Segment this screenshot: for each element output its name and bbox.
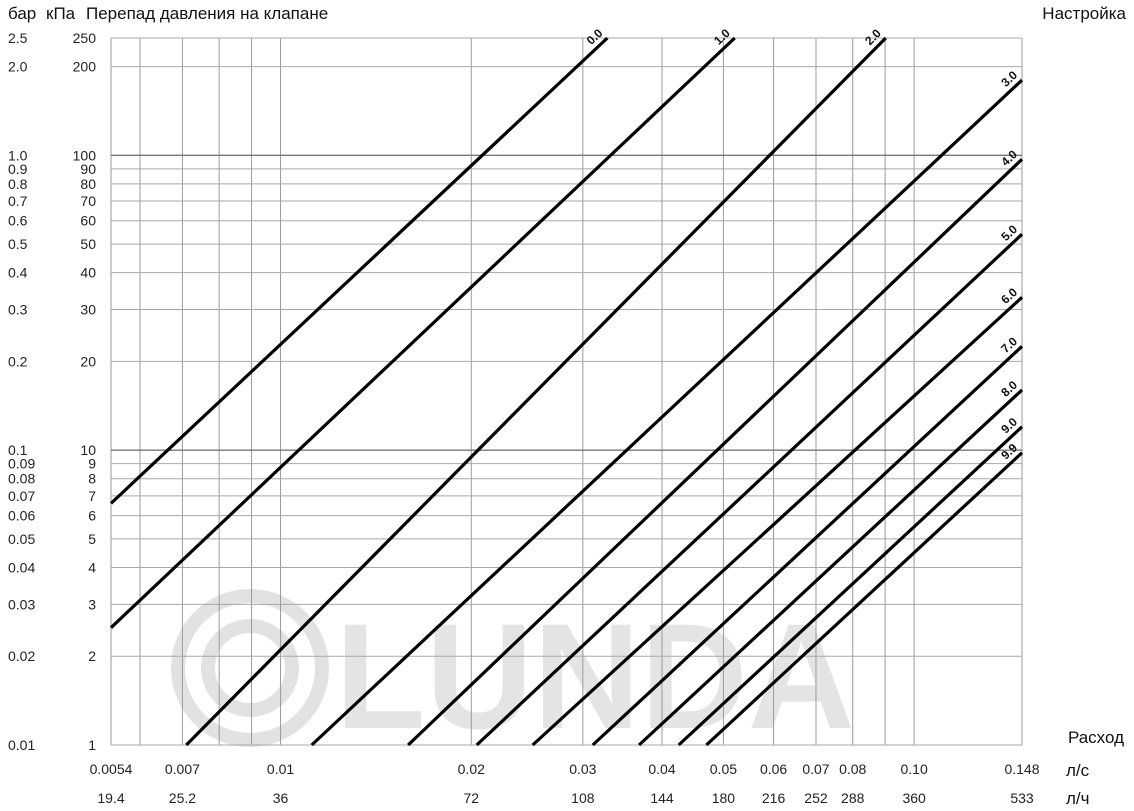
x-tick-ls: 0.08 bbox=[839, 761, 866, 777]
x-axis-labels: 0.0054 19.4 0.007 25.2 0.01 36 0.02 72 0.03 108 0.… bbox=[90, 761, 1090, 808]
y-tick-bar: 0.01 bbox=[8, 737, 35, 753]
x-tick-ls: 0.10 bbox=[901, 761, 928, 777]
y-tick-bar: 0.2 bbox=[8, 353, 28, 369]
y-tick-kpa: 90 bbox=[80, 161, 96, 177]
series-line-7.0 bbox=[591, 345, 1024, 747]
watermark-ring bbox=[171, 589, 329, 747]
y-tick-bar: 0.05 bbox=[8, 531, 35, 547]
x-tick-lh: 360 bbox=[902, 790, 926, 806]
y-tick-kpa: 60 bbox=[80, 213, 96, 229]
chart-title: Перепад давления на клапане bbox=[86, 4, 329, 23]
y-tick-kpa: 30 bbox=[80, 301, 96, 317]
y-tick-bar: 0.5 bbox=[8, 236, 28, 252]
x-tick-ls: 0.05 bbox=[710, 761, 737, 777]
y-tick-kpa: 8 bbox=[88, 471, 96, 487]
series-line-6.0 bbox=[531, 296, 1024, 747]
y-tick-bar: 0.4 bbox=[8, 265, 28, 281]
x-tick-ls: 0.02 bbox=[458, 761, 485, 777]
y-tick-bar: 2.0 bbox=[8, 59, 28, 75]
watermark-ring-inner bbox=[201, 619, 299, 717]
series-line-9.0 bbox=[677, 425, 1024, 747]
series-line-5.0 bbox=[475, 233, 1024, 747]
y-tick-bar: 0.6 bbox=[8, 213, 28, 229]
setting-title: Настройка bbox=[1042, 4, 1126, 23]
series-line-2.0 bbox=[185, 36, 887, 747]
kpa-unit-label: кПа bbox=[46, 4, 76, 23]
y-tick-kpa: 70 bbox=[80, 193, 96, 209]
x-tick-ls: 0.04 bbox=[648, 761, 675, 777]
y-tick-bar: 0.04 bbox=[8, 559, 35, 575]
x-tick-lh: 180 bbox=[712, 790, 736, 806]
x-tick-lh: 108 bbox=[571, 790, 595, 806]
y-tick-kpa: 3 bbox=[88, 596, 96, 612]
x-tick-ls: 0.01 bbox=[267, 761, 294, 777]
x-tick-lh: 144 bbox=[650, 790, 674, 806]
y-tick-kpa: 20 bbox=[80, 353, 96, 369]
x-tick-lh: 25.2 bbox=[169, 790, 196, 806]
y-tick-bar: 1.0 bbox=[8, 147, 28, 163]
y-tick-bar: 0.3 bbox=[8, 301, 28, 317]
x-tick-lh: 216 bbox=[762, 790, 786, 806]
y-tick-kpa: 6 bbox=[88, 508, 96, 524]
y-tick-bar: 0.07 bbox=[8, 488, 35, 504]
y-tick-bar: 2.5 bbox=[8, 30, 28, 46]
y-tick-kpa: 7 bbox=[88, 488, 96, 504]
x-tick-ls: 0.06 bbox=[760, 761, 787, 777]
y-tick-kpa: 4 bbox=[88, 559, 96, 575]
y-tick-bar: 0.9 bbox=[8, 161, 28, 177]
x-tick-ls: 0.007 bbox=[165, 761, 200, 777]
y-tick-kpa: 200 bbox=[73, 59, 97, 75]
unit-lh: л/ч bbox=[1066, 789, 1090, 808]
y-tick-kpa: 50 bbox=[80, 236, 96, 252]
series-line-0.0 bbox=[109, 36, 609, 505]
bar-unit-label: бар bbox=[8, 4, 37, 23]
series-line-9.9 bbox=[705, 451, 1024, 747]
y-tick-bar: 0.09 bbox=[8, 456, 35, 472]
y-tick-bar: 0.03 bbox=[8, 596, 35, 612]
flow-axis-title: Расход bbox=[1067, 728, 1124, 747]
series-line-1.0 bbox=[109, 36, 736, 629]
y-tick-bar: 0.08 bbox=[8, 471, 35, 487]
y-tick-bar: 0.7 bbox=[8, 193, 28, 209]
y-tick-bar: 0.8 bbox=[8, 176, 28, 192]
y-tick-kpa: 80 bbox=[80, 176, 96, 192]
x-tick-lh: 72 bbox=[463, 790, 479, 806]
y-tick-kpa: 100 bbox=[73, 147, 97, 163]
x-tick-ls: 0.03 bbox=[569, 761, 596, 777]
y-tick-bar: 0.1 bbox=[8, 442, 28, 458]
y-tick-bar: 0.06 bbox=[8, 508, 35, 524]
y-tick-kpa: 250 bbox=[73, 30, 97, 46]
series-line-3.0 bbox=[310, 78, 1024, 747]
unit-ls: л/с bbox=[1066, 761, 1090, 780]
series-line-4.0 bbox=[407, 158, 1024, 747]
x-tick-ls: 0.07 bbox=[802, 761, 829, 777]
series-line-8.0 bbox=[637, 388, 1024, 747]
y-tick-kpa: 5 bbox=[88, 531, 96, 547]
y-tick-kpa: 40 bbox=[80, 265, 96, 281]
y-tick-bar: 0.02 bbox=[8, 648, 35, 664]
x-tick-lh: 533 bbox=[1010, 790, 1034, 806]
y-tick-kpa: 10 bbox=[80, 442, 96, 458]
x-tick-lh: 252 bbox=[804, 790, 828, 806]
x-tick-ls: 0.148 bbox=[1004, 761, 1039, 777]
x-tick-lh: 19.4 bbox=[97, 790, 124, 806]
y-tick-kpa: 9 bbox=[88, 456, 96, 472]
x-tick-lh: 36 bbox=[273, 790, 289, 806]
chart-series: 0.0 1.0 2.03.04.05.06.07.08.09.09.9 bbox=[109, 26, 1024, 747]
x-tick-lh: 288 bbox=[841, 790, 865, 806]
x-tick-ls: 0.0054 bbox=[90, 761, 133, 777]
y-tick-kpa: 1 bbox=[88, 737, 96, 753]
y-tick-kpa: 2 bbox=[88, 648, 96, 664]
